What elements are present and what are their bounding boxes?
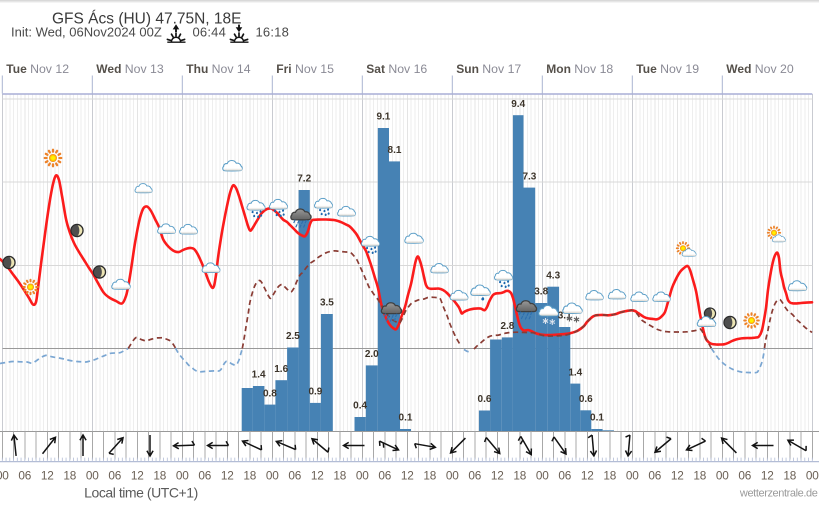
svg-text:00: 00: [176, 469, 189, 483]
svg-text:16:18: 16:18: [256, 25, 290, 40]
svg-text:18: 18: [63, 469, 76, 483]
svg-text:Fri Nov 15: Fri Nov 15: [276, 62, 334, 76]
svg-text:06: 06: [18, 469, 31, 483]
svg-text:12: 12: [221, 469, 234, 483]
svg-text:4.3: 4.3: [546, 270, 560, 281]
svg-text:06: 06: [468, 469, 481, 483]
svg-text:06: 06: [648, 469, 661, 483]
svg-text:0.4: 0.4: [353, 401, 367, 412]
svg-text:12: 12: [131, 469, 144, 483]
svg-text:0.6: 0.6: [579, 394, 593, 405]
svg-text:00: 00: [446, 469, 459, 483]
svg-text:wetterzentrale.de: wetterzentrale.de: [739, 488, 818, 500]
svg-text:9.4: 9.4: [511, 99, 525, 110]
svg-text:1.4: 1.4: [568, 367, 582, 378]
svg-text:12: 12: [671, 469, 684, 483]
svg-text:0.9: 0.9: [308, 387, 322, 398]
svg-text:18: 18: [693, 469, 706, 483]
svg-text:Sun Nov 17: Sun Nov 17: [456, 62, 521, 76]
svg-text:0.1: 0.1: [590, 413, 604, 424]
svg-text:12: 12: [311, 469, 324, 483]
svg-text:18: 18: [423, 469, 436, 483]
svg-text:Wed Nov 20: Wed Nov 20: [726, 62, 794, 76]
svg-text:06: 06: [558, 469, 571, 483]
svg-text:2.5: 2.5: [286, 331, 300, 342]
svg-text:00: 00: [716, 469, 729, 483]
svg-text:Local time (UTC+1): Local time (UTC+1): [84, 485, 198, 501]
svg-text:7.2: 7.2: [297, 174, 311, 185]
svg-text:3.1: 3.1: [558, 311, 572, 322]
svg-text:Tue Nov 19: Tue Nov 19: [636, 62, 699, 76]
svg-text:00: 00: [626, 469, 639, 483]
svg-text:00: 00: [536, 469, 549, 483]
svg-text:18: 18: [243, 469, 256, 483]
svg-text:00: 00: [0, 469, 9, 483]
svg-text:18: 18: [333, 469, 346, 483]
svg-text:06: 06: [738, 469, 751, 483]
svg-text:06: 06: [288, 469, 301, 483]
svg-text:7.3: 7.3: [522, 171, 536, 182]
svg-text:0.8: 0.8: [263, 388, 277, 399]
svg-text:12: 12: [491, 469, 504, 483]
svg-text:2.0: 2.0: [365, 349, 379, 360]
svg-text:0.6: 0.6: [478, 394, 492, 405]
svg-text:2.8: 2.8: [500, 321, 514, 332]
svg-text:Wed Nov 13: Wed Nov 13: [96, 62, 164, 76]
svg-text:00: 00: [86, 469, 99, 483]
svg-text:06:44: 06:44: [193, 25, 227, 40]
svg-text:00: 00: [266, 469, 279, 483]
svg-text:0.1: 0.1: [399, 413, 413, 424]
svg-text:18: 18: [783, 469, 796, 483]
svg-text:12: 12: [581, 469, 594, 483]
svg-text:3.5: 3.5: [320, 298, 334, 309]
svg-text:Thu Nov 14: Thu Nov 14: [186, 62, 250, 76]
svg-text:00: 00: [356, 469, 369, 483]
svg-text:Tue Nov 12: Tue Nov 12: [6, 62, 69, 76]
svg-text:1.6: 1.6: [274, 364, 288, 375]
svg-text:3.8: 3.8: [534, 287, 548, 298]
svg-text:Init: Wed, 06Nov2024 00Z: Init: Wed, 06Nov2024 00Z: [11, 25, 162, 40]
svg-text:18: 18: [513, 469, 526, 483]
svg-text:Sat Nov 16: Sat Nov 16: [366, 62, 427, 76]
svg-text:GFS Ács (HU) 47.75N, 18E: GFS Ács (HU) 47.75N, 18E: [52, 11, 242, 28]
svg-text:12: 12: [761, 469, 774, 483]
svg-text:18: 18: [153, 469, 166, 483]
svg-text:06: 06: [108, 469, 121, 483]
svg-text:00: 00: [806, 469, 819, 483]
svg-text:9.1: 9.1: [376, 112, 390, 123]
svg-text:12: 12: [401, 469, 414, 483]
svg-text:18: 18: [603, 469, 616, 483]
svg-text:12: 12: [41, 469, 54, 483]
svg-text:06: 06: [378, 469, 391, 483]
svg-text:Mon Nov 18: Mon Nov 18: [546, 62, 613, 76]
svg-text:8.1: 8.1: [388, 145, 402, 156]
svg-text:06: 06: [198, 469, 211, 483]
svg-text:1.4: 1.4: [252, 370, 266, 381]
